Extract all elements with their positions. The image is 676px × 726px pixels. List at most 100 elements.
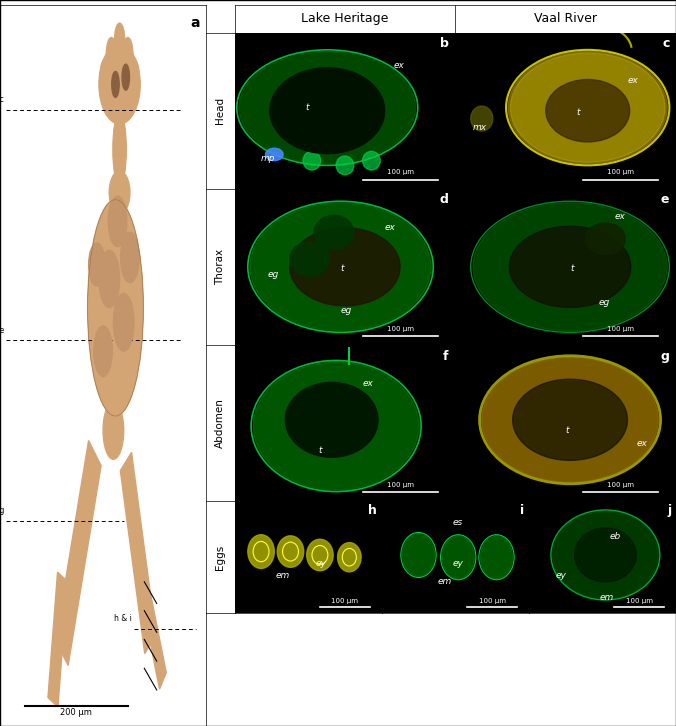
Ellipse shape: [512, 379, 627, 460]
Text: h: h: [368, 505, 377, 518]
Ellipse shape: [250, 203, 431, 331]
Text: Lake Heritage: Lake Heritage: [301, 12, 389, 25]
Text: ex: ex: [627, 76, 638, 86]
Ellipse shape: [508, 52, 667, 164]
Polygon shape: [48, 572, 68, 707]
Ellipse shape: [481, 536, 512, 579]
Text: 100 μm: 100 μm: [479, 598, 506, 604]
Text: eg: eg: [268, 270, 279, 279]
Text: ex: ex: [614, 212, 625, 221]
Ellipse shape: [546, 80, 629, 142]
Ellipse shape: [89, 243, 105, 286]
Ellipse shape: [482, 357, 658, 482]
Ellipse shape: [114, 293, 134, 351]
Text: t: t: [570, 264, 573, 273]
Text: 100 μm: 100 μm: [626, 598, 653, 604]
Polygon shape: [120, 452, 156, 653]
Ellipse shape: [585, 223, 625, 254]
Text: 100 μm: 100 μm: [387, 481, 414, 488]
Circle shape: [114, 23, 125, 59]
Ellipse shape: [99, 45, 140, 124]
Text: t: t: [305, 103, 309, 112]
Ellipse shape: [94, 326, 112, 376]
Ellipse shape: [509, 227, 631, 307]
Text: 100 μm: 100 μm: [387, 169, 414, 176]
Ellipse shape: [277, 536, 304, 567]
Circle shape: [266, 148, 283, 160]
Ellipse shape: [254, 362, 419, 490]
Ellipse shape: [303, 151, 320, 170]
Text: Thorax: Thorax: [216, 249, 225, 285]
Polygon shape: [143, 590, 166, 689]
Ellipse shape: [442, 536, 475, 579]
Text: em: em: [276, 571, 290, 579]
Text: a: a: [191, 16, 200, 30]
Ellipse shape: [552, 511, 658, 599]
Text: t: t: [566, 426, 569, 435]
Text: f & g: f & g: [0, 506, 4, 515]
Text: mx: mx: [473, 123, 487, 132]
Ellipse shape: [120, 232, 139, 282]
Text: e: e: [661, 193, 669, 206]
Ellipse shape: [103, 401, 124, 460]
Ellipse shape: [314, 216, 354, 250]
Ellipse shape: [510, 53, 665, 162]
Ellipse shape: [470, 106, 493, 131]
Text: 100 μm: 100 μm: [607, 325, 634, 332]
Text: ex: ex: [362, 379, 373, 388]
Circle shape: [106, 38, 116, 73]
Text: f: f: [443, 349, 449, 362]
Ellipse shape: [248, 534, 274, 568]
Text: eg: eg: [599, 298, 610, 307]
Text: b & c: b & c: [0, 95, 4, 104]
Circle shape: [122, 38, 133, 73]
Text: 100 μm: 100 μm: [387, 325, 414, 332]
Text: 100 μm: 100 μm: [607, 481, 634, 488]
Ellipse shape: [270, 68, 385, 154]
Text: c: c: [662, 37, 669, 50]
Ellipse shape: [113, 113, 126, 185]
Ellipse shape: [362, 151, 380, 170]
Ellipse shape: [336, 156, 354, 175]
Text: ex: ex: [385, 223, 395, 232]
Ellipse shape: [337, 542, 361, 572]
Ellipse shape: [110, 171, 130, 214]
Polygon shape: [55, 441, 101, 666]
Text: es: es: [452, 518, 462, 527]
Text: ey: ey: [452, 560, 463, 568]
Text: Eggs: Eggs: [216, 544, 225, 570]
Text: h & i: h & i: [114, 614, 132, 623]
Ellipse shape: [99, 250, 120, 308]
Text: j: j: [667, 505, 671, 518]
Text: ex: ex: [393, 61, 404, 70]
Text: ex: ex: [636, 439, 647, 447]
Text: ey: ey: [556, 571, 566, 579]
Ellipse shape: [290, 242, 329, 276]
Text: Vaal River: Vaal River: [534, 12, 597, 25]
Circle shape: [122, 64, 130, 90]
Text: ey: ey: [316, 560, 327, 568]
Text: t: t: [577, 107, 580, 117]
Text: mp: mp: [261, 155, 276, 163]
Ellipse shape: [239, 52, 416, 164]
Ellipse shape: [285, 383, 378, 457]
Ellipse shape: [307, 539, 333, 571]
Text: eg: eg: [341, 306, 352, 315]
Text: g: g: [660, 349, 669, 362]
Text: d & e: d & e: [0, 325, 4, 335]
Circle shape: [129, 59, 139, 95]
Circle shape: [100, 59, 110, 95]
Ellipse shape: [473, 203, 667, 331]
Text: d: d: [440, 193, 449, 206]
Text: em: em: [600, 593, 614, 602]
Ellipse shape: [575, 528, 636, 582]
Ellipse shape: [108, 196, 127, 247]
Text: i: i: [521, 505, 525, 518]
Ellipse shape: [290, 228, 400, 306]
Text: t: t: [341, 264, 344, 273]
Text: 200 μm: 200 μm: [60, 709, 92, 717]
Text: eb: eb: [610, 532, 621, 542]
Text: 100 μm: 100 μm: [607, 169, 634, 176]
Text: Head: Head: [216, 97, 225, 124]
Text: b: b: [440, 37, 449, 50]
